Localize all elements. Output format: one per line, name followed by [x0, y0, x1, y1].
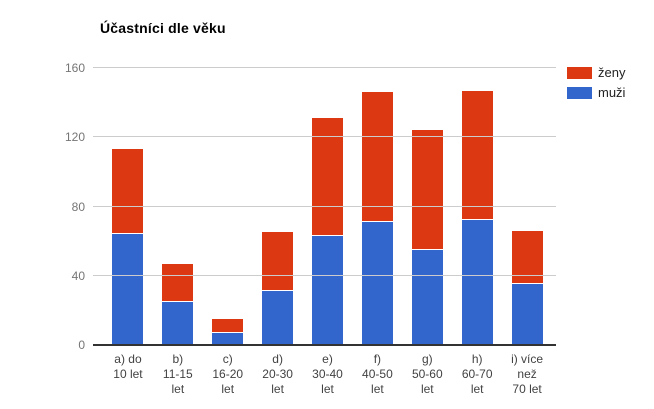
- bar-stack-d: [262, 232, 294, 345]
- bar-segment-muži-f[interactable]: [361, 222, 393, 345]
- legend-label-zeny: ženy: [598, 65, 626, 80]
- gridline-0: [93, 344, 556, 346]
- bar-segment-ženy-a[interactable]: [112, 149, 144, 235]
- bar-group-b: [153, 68, 203, 345]
- bar-segment-muži-d[interactable]: [262, 291, 294, 345]
- legend-swatch-zeny-icon: [567, 66, 592, 79]
- bar-segment-muži-e[interactable]: [312, 235, 343, 345]
- y-tick-label-120: 120: [64, 130, 85, 145]
- bar-stack-h: [461, 90, 493, 345]
- bar-group-i: [502, 68, 552, 345]
- gridline-40: [93, 274, 556, 276]
- x-axis-label-c: c) 16-20 let: [212, 352, 244, 396]
- y-tick-label-160: 160: [64, 61, 85, 75]
- bar-slots: [103, 68, 552, 345]
- bar-segment-ženy-c[interactable]: [212, 319, 244, 333]
- bar-segment-ženy-h[interactable]: [461, 90, 493, 221]
- bar-group-d: [253, 68, 303, 345]
- bar-stack-a: [112, 149, 144, 345]
- bar-segment-muži-a[interactable]: [112, 234, 144, 345]
- x-axis-label-i: i) více než 70 let: [511, 352, 544, 396]
- bar-segment-ženy-f[interactable]: [361, 92, 393, 223]
- bar-group-c: [203, 68, 253, 345]
- bar-stack-b: [162, 263, 194, 345]
- bar-group-g: [402, 68, 452, 345]
- x-axis-label-d: d) 20-30 let: [262, 352, 293, 396]
- x-axis-label-f: f) 40-50 let: [362, 352, 393, 396]
- x-axis-label-e: e) 30-40 let: [312, 352, 343, 396]
- bar-segment-muži-g[interactable]: [411, 249, 443, 345]
- bar-group-f: [352, 68, 402, 345]
- y-tick-label-80: 80: [71, 199, 85, 214]
- gridline-120: [93, 136, 556, 138]
- y-tick-label-40: 40: [71, 268, 85, 283]
- bar-segment-ženy-i[interactable]: [511, 230, 543, 285]
- legend-item-muzi[interactable]: muži: [567, 86, 625, 99]
- bar-segment-ženy-d[interactable]: [262, 232, 294, 292]
- legend-swatch-muzi-icon: [567, 86, 592, 99]
- gridline-80: [93, 205, 556, 207]
- bar-segment-muži-b[interactable]: [162, 301, 194, 345]
- bar-stack-f: [361, 92, 393, 345]
- bar-stack-e: [312, 118, 343, 345]
- bar-stack-c: [212, 319, 244, 345]
- bar-group-h: [452, 68, 502, 345]
- x-axis-label-a: a) do 10 let: [113, 352, 143, 381]
- gridline-160: [93, 67, 556, 68]
- bar-stack-g: [411, 130, 443, 345]
- chart-title: Účastníci dle věku: [100, 20, 226, 36]
- bar-segment-muži-i[interactable]: [511, 284, 543, 345]
- bar-segment-muži-h[interactable]: [461, 220, 493, 345]
- plot-area: 0 40 80 120 160: [65, 61, 556, 352]
- x-axis-label-h: h) 60-70 let: [461, 352, 493, 396]
- x-axis-label-b: b) 11-15 let: [162, 352, 193, 396]
- legend-item-zeny[interactable]: ženy: [567, 66, 625, 79]
- bar-segment-ženy-e[interactable]: [312, 118, 343, 236]
- bar-stack-i: [511, 230, 543, 345]
- bar-group-a: [103, 68, 153, 345]
- legend: ženy muži: [567, 66, 625, 106]
- x-axis-labels: a) do 10 let b) 11-15 let c) 16-20 let d) 20-30 le…: [93, 352, 556, 397]
- x-axis-label-g: g) 50-60 let: [411, 352, 443, 396]
- bar-segment-ženy-b[interactable]: [162, 263, 194, 302]
- bar-segment-ženy-g[interactable]: [411, 130, 443, 250]
- bar-segment-muži-c[interactable]: [212, 332, 244, 345]
- y-tick-label-0: 0: [78, 338, 85, 352]
- legend-label-muzi: muži: [598, 85, 626, 100]
- bar-group-e: [303, 68, 353, 345]
